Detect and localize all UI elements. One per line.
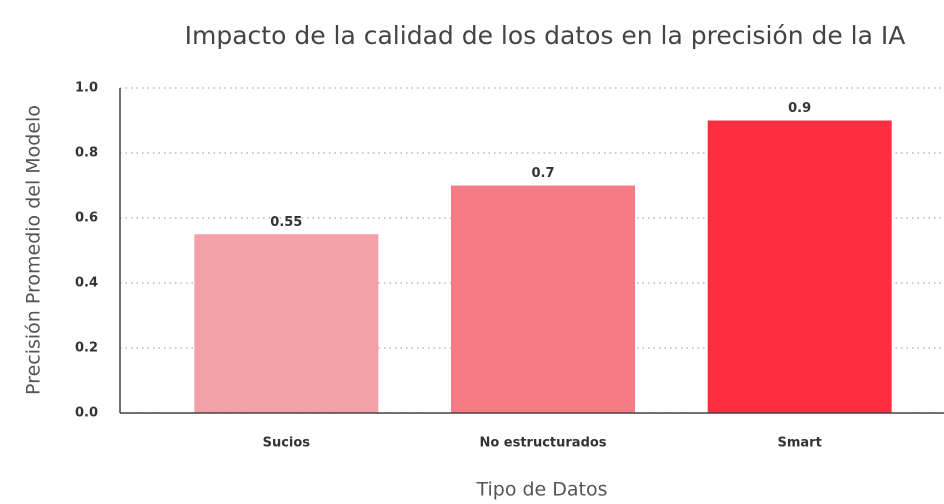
- value-label: 0.9: [788, 101, 811, 116]
- x-tick-label: No estructurados: [479, 436, 606, 451]
- y-tick-label: 0.8: [75, 146, 98, 161]
- value-label: 0.7: [531, 166, 554, 181]
- y-tick-label: 1.0: [75, 81, 98, 96]
- y-axis-title: Precisión Promedio del Modelo: [23, 105, 45, 395]
- bar: [707, 120, 892, 413]
- bar: [451, 185, 635, 413]
- x-tick-label: Sucios: [263, 436, 311, 451]
- x-tick-label: Smart: [778, 436, 822, 451]
- y-tick-label: 0.6: [75, 211, 98, 226]
- y-tick-label: 0.4: [75, 276, 98, 291]
- bar: [194, 234, 379, 413]
- y-tick-label: 0.2: [75, 341, 98, 356]
- x-axis-title: Tipo de Datos: [475, 479, 607, 501]
- chart-title: Impacto de la calidad de los datos en la…: [185, 21, 906, 50]
- y-tick-label: 0.0: [75, 406, 98, 421]
- value-label: 0.55: [270, 215, 302, 230]
